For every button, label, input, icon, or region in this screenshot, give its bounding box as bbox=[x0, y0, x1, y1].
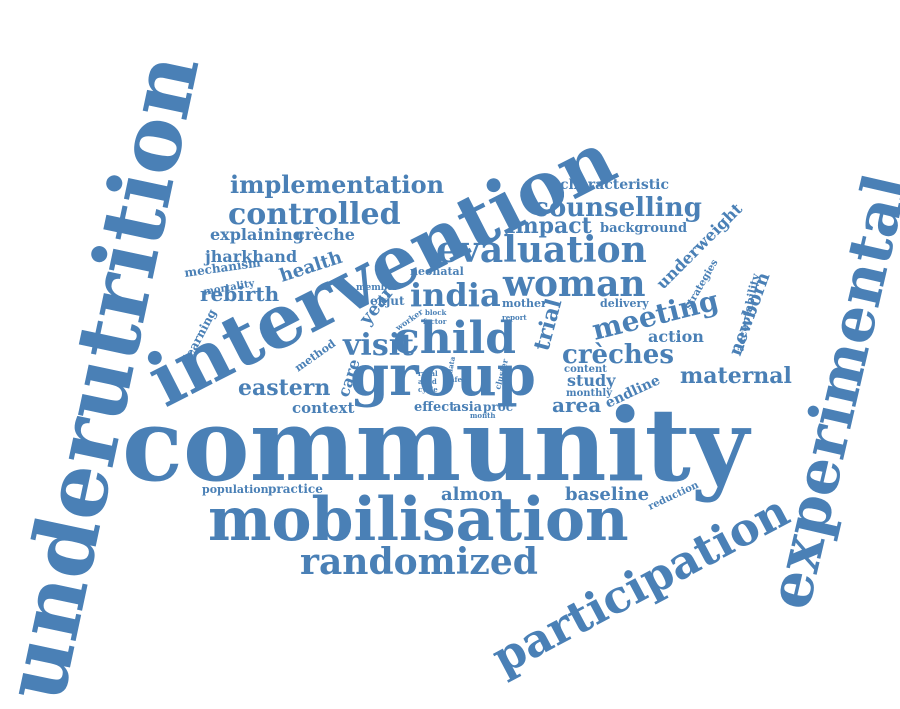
word-experimental: experimental bbox=[754, 168, 900, 616]
word-child: child bbox=[393, 313, 516, 364]
word-background: background bbox=[600, 221, 687, 236]
word-maternal: maternal bbox=[680, 363, 792, 389]
word-proc: proc bbox=[483, 400, 513, 414]
word-evaluation: evaluation bbox=[436, 229, 647, 271]
word-india: india bbox=[410, 276, 501, 314]
word-aged: aged bbox=[418, 377, 437, 386]
word-counselling: counselling bbox=[533, 193, 702, 223]
word-population: population bbox=[202, 483, 269, 496]
word-characteristic: characteristic bbox=[560, 177, 669, 193]
word-cycle: cycle bbox=[418, 385, 438, 394]
word-explaining: explaining bbox=[210, 225, 304, 244]
word-study: study bbox=[567, 371, 616, 390]
word-neonatal: neonatal bbox=[410, 265, 464, 278]
word-almon: almon bbox=[441, 484, 504, 505]
word-effect: effect bbox=[414, 400, 455, 415]
word-group: group bbox=[350, 343, 536, 409]
word-data: data bbox=[445, 355, 457, 374]
word-implementation: implementation bbox=[230, 170, 444, 199]
word-newborn: newborn bbox=[725, 270, 775, 359]
word-asia: asia bbox=[453, 400, 483, 415]
word-area: area bbox=[552, 393, 601, 417]
word-randomized: randomized bbox=[300, 541, 538, 583]
word-delivery: delivery bbox=[600, 297, 649, 310]
word-impact: impact bbox=[507, 213, 593, 239]
word-controlled: controlled bbox=[228, 197, 401, 232]
word-safe: safe bbox=[446, 375, 462, 384]
word-month: month bbox=[470, 411, 496, 420]
word-mother: mother bbox=[502, 297, 547, 310]
word-ekjut: ekjut bbox=[370, 294, 405, 308]
word-report: report bbox=[502, 313, 527, 322]
word-rebirth: rebirth bbox=[200, 282, 280, 306]
word-mobilisation: mobilisation bbox=[208, 485, 629, 555]
word-rural: rural bbox=[418, 369, 438, 378]
word-action: action bbox=[648, 327, 704, 346]
word-context: context bbox=[292, 399, 354, 417]
word-member: member bbox=[356, 283, 398, 293]
word-content: content bbox=[564, 364, 607, 375]
word-eastern: eastern bbox=[238, 375, 330, 401]
word-creches: crèches bbox=[562, 340, 674, 370]
word-creche: crèche bbox=[295, 225, 355, 244]
word-block: block bbox=[425, 308, 446, 317]
word-community: community bbox=[122, 386, 752, 504]
word-baseline: baseline bbox=[565, 484, 649, 505]
word-practice: practice bbox=[268, 482, 323, 496]
word-woman: woman bbox=[502, 263, 646, 305]
word-visit: visit bbox=[342, 328, 414, 363]
word-factor: factor bbox=[423, 317, 447, 326]
word-jharkhand: jharkhand bbox=[203, 247, 297, 266]
word-monthly: monthly bbox=[566, 388, 613, 399]
